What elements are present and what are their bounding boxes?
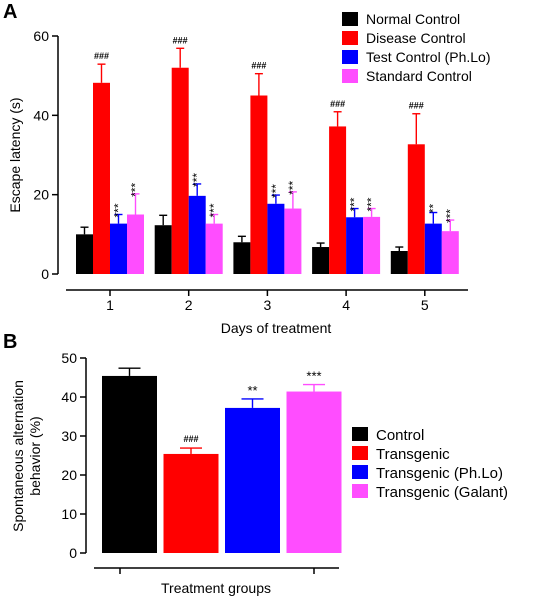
legend-swatch-transgenic bbox=[352, 446, 368, 460]
panel-b-y-axis-label: Spontaneous alternationbehavior (%) bbox=[10, 380, 43, 532]
bar-standard-control bbox=[284, 208, 302, 274]
x-tick-label: 1 bbox=[106, 297, 114, 313]
bar-standard-control bbox=[363, 216, 381, 274]
y-tick-label: 20 bbox=[33, 187, 49, 203]
legend-swatch-transgenic-ph-lo bbox=[352, 465, 368, 479]
significance-annotation: *** bbox=[286, 181, 300, 195]
bar-test-control-ph-lo bbox=[267, 203, 285, 274]
x-tick-label: 2 bbox=[185, 297, 193, 313]
bar-disease-control bbox=[407, 144, 425, 274]
bar-transgenic bbox=[163, 453, 219, 553]
y-tick-label: 0 bbox=[69, 545, 77, 561]
y-tick-label: 0 bbox=[41, 266, 49, 282]
y-tick-label: 50 bbox=[61, 350, 77, 366]
bar-disease-control bbox=[171, 67, 189, 274]
legend-swatch-control bbox=[352, 427, 368, 441]
legend-label-disease-control: Disease Control bbox=[366, 30, 466, 46]
bar-standard-control bbox=[205, 223, 223, 274]
panel-a-y-ticks: 0 20 40 60 bbox=[33, 28, 58, 282]
y-tick-label: 40 bbox=[33, 107, 49, 123]
bar-control bbox=[102, 375, 157, 553]
legend-swatch-test-control-ph-lo bbox=[342, 50, 358, 64]
x-tick-label: 3 bbox=[264, 297, 272, 313]
legend-swatch-normal-control bbox=[342, 12, 358, 26]
bar-normal-control bbox=[312, 247, 330, 274]
panel-b-x-ticks bbox=[119, 568, 315, 574]
significance-annotation: ### bbox=[173, 35, 188, 45]
panel-b-y-ticks: 0 10 20 30 40 50 bbox=[61, 350, 86, 561]
panel-a-y-axis-label: Escape latency (s) bbox=[7, 97, 23, 212]
significance-annotation: *** bbox=[443, 209, 457, 223]
significance-annotation: *** bbox=[190, 173, 204, 187]
panel-b-bars bbox=[102, 375, 342, 553]
bar-standard-control bbox=[441, 231, 459, 274]
legend-swatch-disease-control bbox=[342, 31, 358, 45]
legend-label-transgenic: Transgenic bbox=[376, 446, 450, 463]
legend-label-control: Control bbox=[376, 427, 424, 444]
panel-a-x-axis-label: Days of treatment bbox=[221, 320, 332, 336]
bar-test-control-ph-lo bbox=[346, 217, 364, 274]
y-tick-label: 30 bbox=[61, 428, 77, 444]
bar-normal-control bbox=[76, 234, 93, 274]
x-tick-label: 5 bbox=[421, 297, 429, 313]
significance-annotation: *** bbox=[365, 197, 379, 211]
legend-swatch-standard-control bbox=[342, 69, 358, 83]
bar-normal-control bbox=[390, 250, 408, 274]
legend-swatch-transgenic-galant bbox=[352, 484, 368, 498]
bar-normal-control bbox=[154, 225, 172, 274]
significance-annotation: ** bbox=[426, 204, 440, 214]
significance-annotation: *** bbox=[207, 203, 221, 217]
panel-a-bars bbox=[76, 67, 459, 274]
panel-a-error-bars bbox=[80, 47, 455, 251]
significance-annotation: *** bbox=[129, 183, 143, 197]
bar-test-control-ph-lo bbox=[188, 195, 206, 274]
panel-b-letter: B bbox=[3, 331, 17, 353]
bar-disease-control bbox=[329, 126, 347, 274]
legend-label-normal-control: Normal Control bbox=[366, 11, 460, 27]
panel-a-letter: A bbox=[3, 1, 17, 23]
legend-label-standard-control: Standard Control bbox=[366, 68, 472, 84]
bar-standard-control bbox=[127, 214, 144, 274]
bar-disease-control bbox=[93, 82, 110, 274]
y-tick-label: 40 bbox=[61, 389, 77, 405]
significance-annotation: *** bbox=[269, 184, 283, 198]
y-tick-label: 10 bbox=[61, 506, 77, 522]
panel-b-annotations: ###***** bbox=[183, 369, 321, 445]
panel-b-legend: Control Transgenic Transgenic (Ph.Lo) Trans… bbox=[352, 427, 508, 501]
significance-annotation: ### bbox=[183, 434, 198, 444]
significance-annotation: ### bbox=[330, 99, 345, 109]
bar-test-control-ph-lo bbox=[110, 223, 127, 274]
bar-transgenic-ph-lo bbox=[225, 407, 280, 553]
significance-annotation: ### bbox=[94, 51, 109, 61]
y-tick-label: 60 bbox=[33, 28, 49, 44]
bar-normal-control bbox=[233, 242, 251, 274]
panel-b-error-bars bbox=[118, 367, 325, 454]
significance-annotation: ### bbox=[251, 61, 266, 71]
significance-annotation: *** bbox=[112, 203, 126, 217]
legend-label-transgenic-ph-lo: Transgenic (Ph.Lo) bbox=[376, 465, 503, 482]
bar-transgenic-galant bbox=[286, 391, 342, 553]
panel-a-legend: Normal Control Disease Control Test Contro… bbox=[342, 11, 491, 84]
legend-label-test-control-ph-lo: Test Control (Ph.Lo) bbox=[366, 49, 491, 65]
panel-a-annotations: ###******###******###*** ***###*** ***###*… bbox=[94, 35, 457, 223]
significance-annotation: ** bbox=[247, 383, 257, 398]
significance-annotation: *** bbox=[348, 197, 362, 211]
x-tick-label: 4 bbox=[342, 297, 350, 313]
significance-annotation: *** bbox=[306, 369, 321, 384]
legend-label-transgenic-galant: Transgenic (Galant) bbox=[376, 484, 508, 501]
panel-a-x-ticks: 1 2 3 4 5 bbox=[106, 290, 429, 313]
panel-b-x-axis-label: Treatment groups bbox=[161, 580, 271, 596]
y-tick-label: 20 bbox=[61, 467, 77, 483]
significance-annotation: ### bbox=[409, 101, 424, 111]
bar-test-control-ph-lo bbox=[424, 223, 442, 274]
bar-disease-control bbox=[250, 95, 268, 274]
